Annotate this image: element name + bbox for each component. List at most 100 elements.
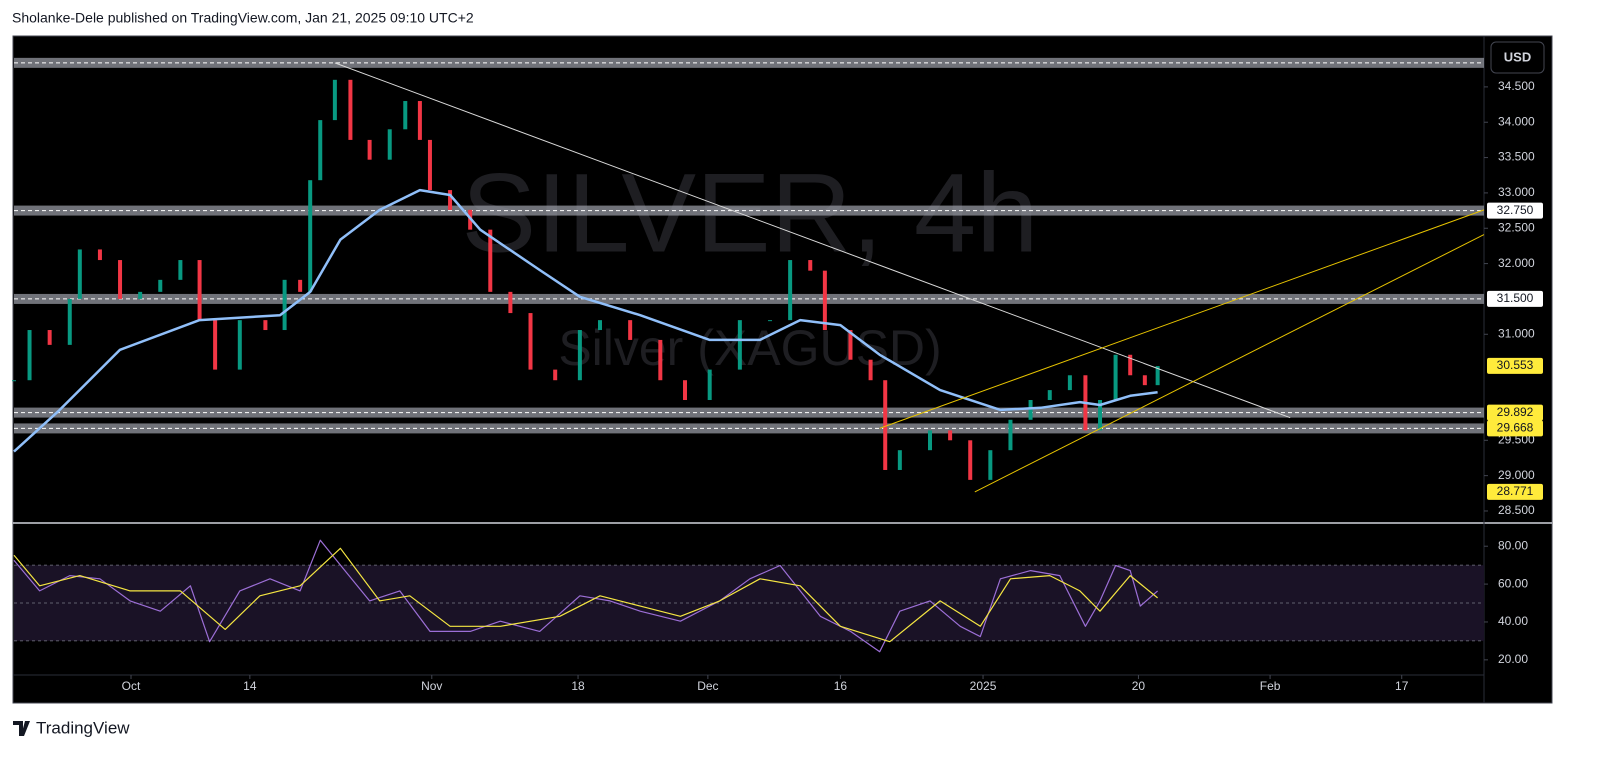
candle — [298, 279, 303, 292]
y-tick-label: 32.000 — [1498, 256, 1535, 270]
candle — [387, 129, 392, 160]
candle — [848, 330, 853, 360]
candle — [597, 320, 602, 331]
y-tick-label: 34.500 — [1498, 79, 1535, 93]
candle — [97, 249, 102, 261]
candle — [427, 139, 432, 191]
candle — [948, 430, 953, 441]
plot-layer: 28.50029.00029.50031.00032.00032.50033.0… — [12, 57, 1543, 693]
candle — [308, 180, 313, 292]
watermark-subtitle: Silver (XAGUSD) — [558, 320, 941, 376]
x-tick-label: 18 — [571, 679, 585, 693]
candle — [158, 279, 163, 292]
candle — [883, 380, 888, 470]
candle — [403, 101, 408, 130]
candle — [897, 450, 902, 470]
candle — [577, 330, 582, 381]
candle — [658, 339, 663, 381]
candle — [332, 79, 337, 121]
x-tick-label: Dec — [697, 679, 718, 693]
x-tick-label: 20 — [1132, 679, 1146, 693]
y-tick-label: 33.000 — [1498, 185, 1535, 199]
level-label-box — [1487, 290, 1543, 307]
candle — [808, 260, 813, 271]
candle — [77, 249, 82, 299]
candle — [178, 260, 183, 280]
trendline — [974, 234, 1485, 493]
candle — [1142, 375, 1147, 386]
candle — [67, 298, 72, 345]
y-tick-label: 31.000 — [1498, 326, 1535, 340]
y-tick-label: 20.00 — [1498, 652, 1528, 666]
price-mark-label: 30.553 — [1497, 358, 1534, 372]
candle — [488, 229, 493, 292]
candle — [27, 330, 32, 381]
x-tick-label: 17 — [1395, 679, 1409, 693]
level-label: 32.750 — [1497, 203, 1534, 217]
candle — [768, 320, 773, 322]
candle — [628, 320, 633, 340]
y-tick-label: 29.000 — [1498, 468, 1535, 482]
candle — [822, 270, 827, 331]
candle — [737, 320, 742, 370]
candle — [1155, 366, 1160, 386]
level-label: 29.668 — [1497, 421, 1534, 435]
candle — [417, 101, 422, 140]
moving-average — [13, 188, 1158, 453]
candle — [968, 440, 973, 480]
candle — [12, 380, 16, 382]
tradingview-logo — [13, 721, 30, 736]
candle — [508, 291, 513, 314]
candle — [263, 320, 268, 331]
level-label-box — [1487, 420, 1543, 437]
candle — [47, 330, 52, 345]
candle — [1008, 419, 1013, 451]
indicator-line — [13, 547, 1158, 643]
candle — [118, 260, 123, 299]
level-label-box — [1487, 404, 1543, 421]
candle — [1047, 390, 1052, 401]
x-tick-label: Nov — [421, 679, 442, 693]
candle — [318, 120, 323, 181]
candle — [988, 450, 993, 480]
footer-brand: TradingView — [36, 718, 130, 737]
x-tick-label: Oct — [122, 679, 141, 693]
logo-icon — [13, 721, 30, 736]
trendline — [334, 62, 1291, 419]
candle — [1028, 400, 1033, 420]
y-tick-label: 80.00 — [1498, 538, 1528, 552]
price-mark-label: 28.771 — [1497, 484, 1534, 498]
candle — [348, 79, 353, 140]
currency-label[interactable]: USD — [1504, 49, 1531, 64]
candle — [237, 320, 242, 370]
level-label-box — [1487, 202, 1543, 219]
x-tick-label: 16 — [834, 679, 848, 693]
x-tick-label: 2025 — [970, 679, 997, 693]
y-tick-label: 60.00 — [1498, 576, 1528, 590]
candle — [528, 313, 533, 370]
candle — [788, 260, 793, 321]
publish-header: Sholanke-Dele published on TradingView.c… — [12, 10, 474, 26]
candle — [928, 430, 933, 451]
y-tick-label: 34.000 — [1498, 114, 1535, 128]
x-tick-label: 14 — [243, 679, 257, 693]
candle — [1067, 375, 1072, 391]
candle — [707, 369, 712, 401]
currency-button[interactable] — [1490, 41, 1545, 74]
candle — [868, 359, 873, 381]
candle — [1128, 354, 1133, 376]
y-tick-label: 28.500 — [1498, 503, 1535, 517]
candle — [1098, 400, 1103, 431]
level-label: 29.892 — [1497, 405, 1534, 419]
candle — [282, 279, 287, 331]
trendline — [879, 209, 1485, 429]
candle — [197, 260, 202, 321]
candle — [138, 291, 143, 299]
candle — [1113, 354, 1118, 401]
candle — [448, 190, 453, 210]
candle — [683, 380, 688, 401]
y-tick-label: 32.500 — [1498, 220, 1535, 234]
level-label: 31.500 — [1497, 291, 1534, 305]
y-tick-label: 40.00 — [1498, 614, 1528, 628]
